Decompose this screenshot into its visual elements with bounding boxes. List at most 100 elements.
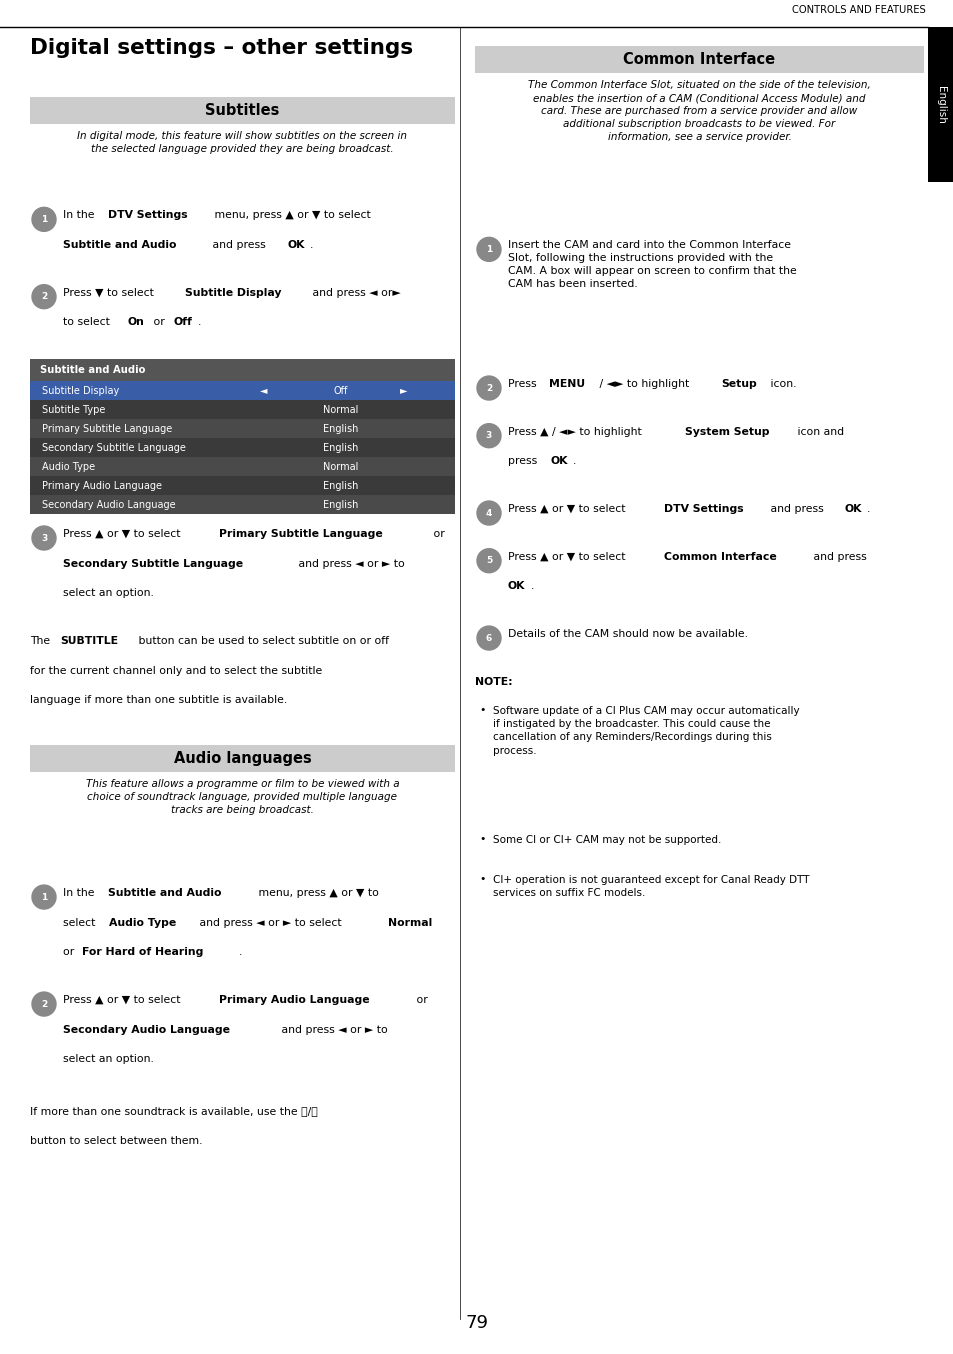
Text: •: • [478,873,485,884]
Text: Common Interface: Common Interface [622,51,775,66]
Text: •: • [478,834,485,844]
Text: Subtitle and Audio: Subtitle and Audio [108,888,221,898]
Circle shape [476,237,500,261]
Circle shape [32,207,56,232]
Text: Press ▼ to select: Press ▼ to select [63,287,157,298]
Text: 4: 4 [485,509,492,517]
Text: In the: In the [63,210,98,221]
Text: CONTROLS AND FEATURES: CONTROLS AND FEATURES [791,5,925,15]
Text: OK: OK [287,240,304,250]
Text: Digital settings – other settings: Digital settings – other settings [30,38,413,58]
Text: NOTE:: NOTE: [475,677,512,686]
Text: 1: 1 [41,892,47,902]
FancyBboxPatch shape [30,477,455,496]
Text: This feature allows a programme or film to be viewed with a
choice of soundtrack: This feature allows a programme or film … [86,779,399,815]
Text: DTV Settings: DTV Settings [663,504,743,515]
Circle shape [476,548,500,573]
Text: select an option.: select an option. [63,1055,153,1064]
Text: and press: and press [210,240,270,250]
Text: icon.: icon. [766,379,796,389]
Text: Software update of a CI Plus CAM may occur automatically
if instigated by the br: Software update of a CI Plus CAM may occ… [493,707,799,756]
Text: 2: 2 [41,292,47,301]
Text: button can be used to select subtitle on or off: button can be used to select subtitle on… [135,636,389,646]
Text: .: . [572,456,576,466]
Text: icon and: icon and [793,427,843,437]
Text: or: or [413,995,428,1005]
Text: .: . [530,581,534,592]
Text: Press ▲ / ◄► to highlight: Press ▲ / ◄► to highlight [507,427,644,437]
Text: and press ◄ or ► to: and press ◄ or ► to [278,1025,388,1034]
Text: Primary Subtitle Language: Primary Subtitle Language [42,424,172,433]
Text: DTV Settings: DTV Settings [108,210,188,221]
Text: Setup: Setup [720,379,756,389]
Circle shape [32,284,56,309]
Text: Insert the CAM and card into the Common Interface
Slot, following the instructio: Insert the CAM and card into the Common … [507,241,796,290]
Text: and press ◄ or►: and press ◄ or► [309,287,400,298]
Text: language if more than one subtitle is available.: language if more than one subtitle is av… [30,696,287,705]
Text: Some CI or CI+ CAM may not be supported.: Some CI or CI+ CAM may not be supported. [493,835,720,845]
FancyBboxPatch shape [30,496,455,515]
FancyBboxPatch shape [30,399,455,418]
Text: In digital mode, this feature will show subtitles on the screen in
the selected : In digital mode, this feature will show … [77,131,407,154]
Text: Audio Type: Audio Type [110,918,176,927]
Text: Subtitle Display: Subtitle Display [185,287,281,298]
Text: English: English [936,85,945,123]
FancyBboxPatch shape [30,458,455,477]
Text: 5: 5 [485,556,492,565]
Circle shape [476,424,500,448]
Text: Primary Audio Language: Primary Audio Language [42,481,162,490]
FancyBboxPatch shape [30,97,455,125]
FancyBboxPatch shape [927,27,953,181]
Text: .: . [197,317,201,328]
Text: CI+ operation is not guaranteed except for Canal Ready DTT
services on suffix FC: CI+ operation is not guaranteed except f… [493,875,809,898]
Text: If more than one soundtrack is available, use the ⓘ/Ⓢ: If more than one soundtrack is available… [30,1106,317,1116]
Text: Secondary Audio Language: Secondary Audio Language [63,1025,230,1034]
Text: 6: 6 [485,634,492,643]
Text: 3: 3 [485,431,492,440]
Text: Primary Audio Language: Primary Audio Language [219,995,370,1005]
Text: Subtitle and Audio: Subtitle and Audio [40,366,145,375]
Text: Details of the CAM should now be available.: Details of the CAM should now be availab… [507,630,747,639]
FancyBboxPatch shape [30,380,455,399]
Text: Secondary Subtitle Language: Secondary Subtitle Language [42,443,186,452]
Text: Press ▲ or ▼ to select: Press ▲ or ▼ to select [63,995,184,1005]
Text: English: English [322,443,357,452]
Text: select: select [63,918,99,927]
Text: menu, press ▲ or ▼ to select: menu, press ▲ or ▼ to select [211,210,371,221]
Text: ◄: ◄ [260,386,267,395]
Text: Normal: Normal [388,918,433,927]
Text: select an option.: select an option. [63,589,153,598]
Text: Secondary Subtitle Language: Secondary Subtitle Language [63,559,243,569]
FancyBboxPatch shape [30,418,455,439]
Text: or: or [430,529,445,539]
Circle shape [476,626,500,650]
Text: Secondary Audio Language: Secondary Audio Language [42,500,175,509]
Text: Common Interface: Common Interface [663,551,776,562]
Text: For Hard of Hearing: For Hard of Hearing [82,948,203,957]
Text: Audio Type: Audio Type [42,462,95,471]
Text: or: or [63,948,77,957]
Text: SUBTITLE: SUBTITLE [60,636,118,646]
Text: The Common Interface Slot, situated on the side of the television,
enables the i: The Common Interface Slot, situated on t… [528,80,870,142]
Text: .: . [310,240,313,250]
Circle shape [476,501,500,525]
Text: 3: 3 [41,533,47,543]
Text: for the current channel only and to select the subtitle: for the current channel only and to sele… [30,666,322,676]
Text: On: On [128,317,145,328]
Text: 2: 2 [485,383,492,393]
Text: Press ▲ or ▼ to select: Press ▲ or ▼ to select [507,551,628,562]
Text: .: . [866,504,870,515]
FancyBboxPatch shape [30,359,455,380]
Text: •: • [478,705,485,715]
Text: and press ◄ or ► to: and press ◄ or ► to [295,559,405,569]
Text: ►: ► [400,386,407,395]
Text: System Setup: System Setup [684,427,769,437]
Text: press: press [507,456,540,466]
Text: Normal: Normal [322,405,357,414]
Text: .: . [238,948,242,957]
Text: and press: and press [766,504,826,515]
Text: and press: and press [809,551,865,562]
Text: menu, press ▲ or ▼ to: menu, press ▲ or ▼ to [254,888,378,898]
Text: OK: OK [843,504,862,515]
Circle shape [476,376,500,399]
